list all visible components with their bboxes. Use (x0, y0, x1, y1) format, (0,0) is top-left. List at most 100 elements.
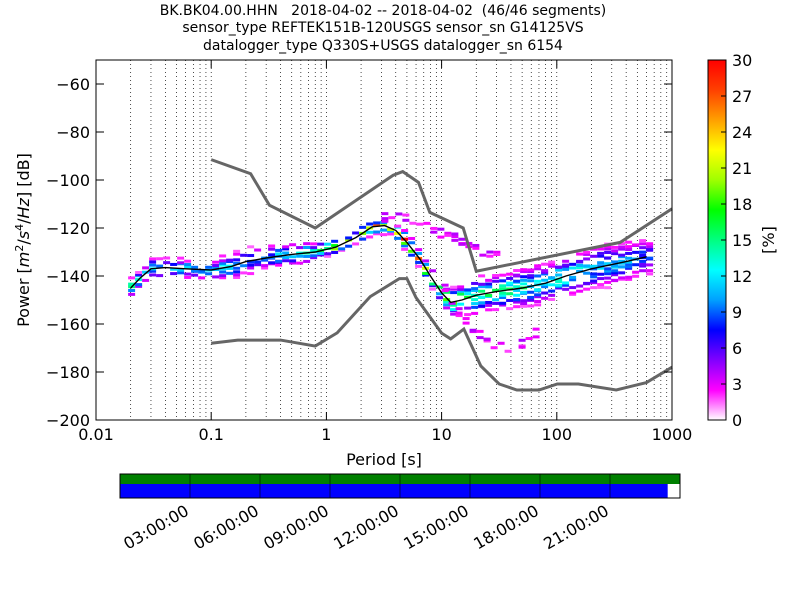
heatmap-cell (492, 279, 500, 283)
heatmap-cell (625, 260, 633, 264)
heatmap-cell (548, 264, 556, 268)
heatmap-cell (569, 262, 577, 266)
heatmap-cell (282, 245, 290, 249)
heatmap-cell (135, 271, 143, 275)
heatmap-cell (366, 230, 374, 234)
heatmap-cell (191, 269, 199, 273)
heatmap-cell (611, 265, 619, 269)
heatmap-cell (611, 278, 619, 282)
heatmap-cell (163, 256, 171, 260)
heatmap-cell (437, 227, 445, 231)
data-coverage-timeline: 03:00:0006:00:0009:00:0012:00:0015:00:00… (119, 473, 681, 553)
heatmap-cell (156, 257, 164, 261)
heatmap-cell (450, 287, 458, 291)
heatmap-cell (513, 298, 521, 302)
heatmap-cell (604, 245, 612, 249)
heatmap-cell (303, 242, 311, 246)
heatmap-cell (499, 291, 507, 295)
heatmap-cell (485, 282, 493, 286)
heatmap-cell (233, 266, 241, 270)
heatmap-cell (548, 283, 556, 287)
heatmap-cell (247, 254, 255, 258)
heatmap-cell (632, 250, 640, 254)
heatmap-cell (506, 292, 514, 296)
heatmap-cell (464, 306, 472, 310)
heatmap-cell (576, 263, 584, 267)
heatmap-cell (486, 254, 494, 258)
heatmap-cell (401, 244, 409, 248)
heatmap-cell (513, 293, 521, 297)
heatmap-cell (513, 279, 521, 283)
heatmap-cell (422, 271, 430, 275)
heatmap-cell (142, 270, 150, 274)
heatmap-cell (506, 298, 514, 302)
heatmap-cell (128, 276, 136, 280)
heatmap-cell (493, 250, 501, 254)
heatmap-cell (310, 256, 318, 260)
heatmap-cell (177, 268, 185, 272)
heatmap-cell (520, 278, 528, 282)
heatmap-cell (458, 237, 466, 241)
heatmap-cell (569, 275, 577, 279)
heatmap-cell (506, 283, 514, 287)
heatmap-cell (240, 271, 248, 275)
y-axis-ticks: −60 −80 −100 −120 −140 −160 −180 −200 (46, 75, 672, 430)
heatmap-cell (618, 259, 626, 263)
heatmap-cell (381, 212, 389, 216)
heatmap-cell (345, 236, 353, 240)
heatmap-cell (541, 272, 549, 276)
heatmap-cell (401, 228, 409, 232)
y-tick-label: −200 (46, 411, 90, 430)
heatmap-cell (359, 237, 367, 241)
noise-model-low (211, 277, 673, 392)
heatmap-cell (296, 261, 304, 265)
heatmap-cell (184, 265, 192, 269)
heatmap-cell (444, 231, 452, 235)
heatmap-cell (457, 302, 465, 306)
heatmap-cell (499, 303, 507, 307)
heatmap-cell (395, 212, 403, 216)
heatmap-cell (527, 290, 535, 294)
heatmap-cell (555, 265, 563, 269)
heatmap-cell (212, 260, 220, 264)
heatmap-cell (639, 250, 647, 254)
heatmap-cell (387, 228, 395, 232)
heatmap-cell (583, 281, 591, 285)
y-tick-label: −80 (56, 123, 90, 142)
heatmap-cell (520, 304, 528, 308)
heatmap-cell (275, 252, 283, 256)
heatmap-cell (590, 264, 598, 268)
heatmap-cell (639, 239, 647, 243)
heatmap-cell (275, 248, 283, 252)
heatmap-cell (604, 276, 612, 280)
heatmap-cell (261, 264, 269, 268)
heatmap-cell (534, 295, 542, 299)
heatmap-cell (541, 282, 549, 286)
heatmap-cell (437, 235, 445, 239)
heatmap-cell (597, 285, 605, 289)
y-tick-label: −120 (46, 219, 90, 238)
heatmap-cell (457, 289, 465, 293)
heatmap-cell (625, 262, 633, 266)
heatmap-cell (226, 271, 234, 275)
heatmap-cell (422, 273, 430, 277)
heatmap-cell (597, 266, 605, 270)
heatmap-cell (618, 255, 626, 259)
heatmap-cell (479, 253, 487, 257)
heatmap-cell (156, 264, 164, 268)
heatmap-cell (198, 276, 206, 280)
heatmap-cell (497, 341, 505, 345)
heatmap-cell (205, 272, 213, 276)
heatmap-cell (448, 301, 456, 305)
heatmap-cell (611, 252, 619, 256)
heatmap-cell (506, 281, 514, 285)
heatmap-cell (534, 279, 542, 283)
heatmap-cell (436, 292, 444, 296)
x-axis-ticks: 0.01 0.1 1 10 100 1000 (78, 60, 692, 444)
timeline-coverage-bar (120, 484, 668, 498)
ppsd-plot-area (128, 60, 668, 420)
heatmap-cell (394, 236, 402, 240)
heatmap-cell (492, 288, 500, 292)
heatmap-cell (576, 284, 584, 288)
